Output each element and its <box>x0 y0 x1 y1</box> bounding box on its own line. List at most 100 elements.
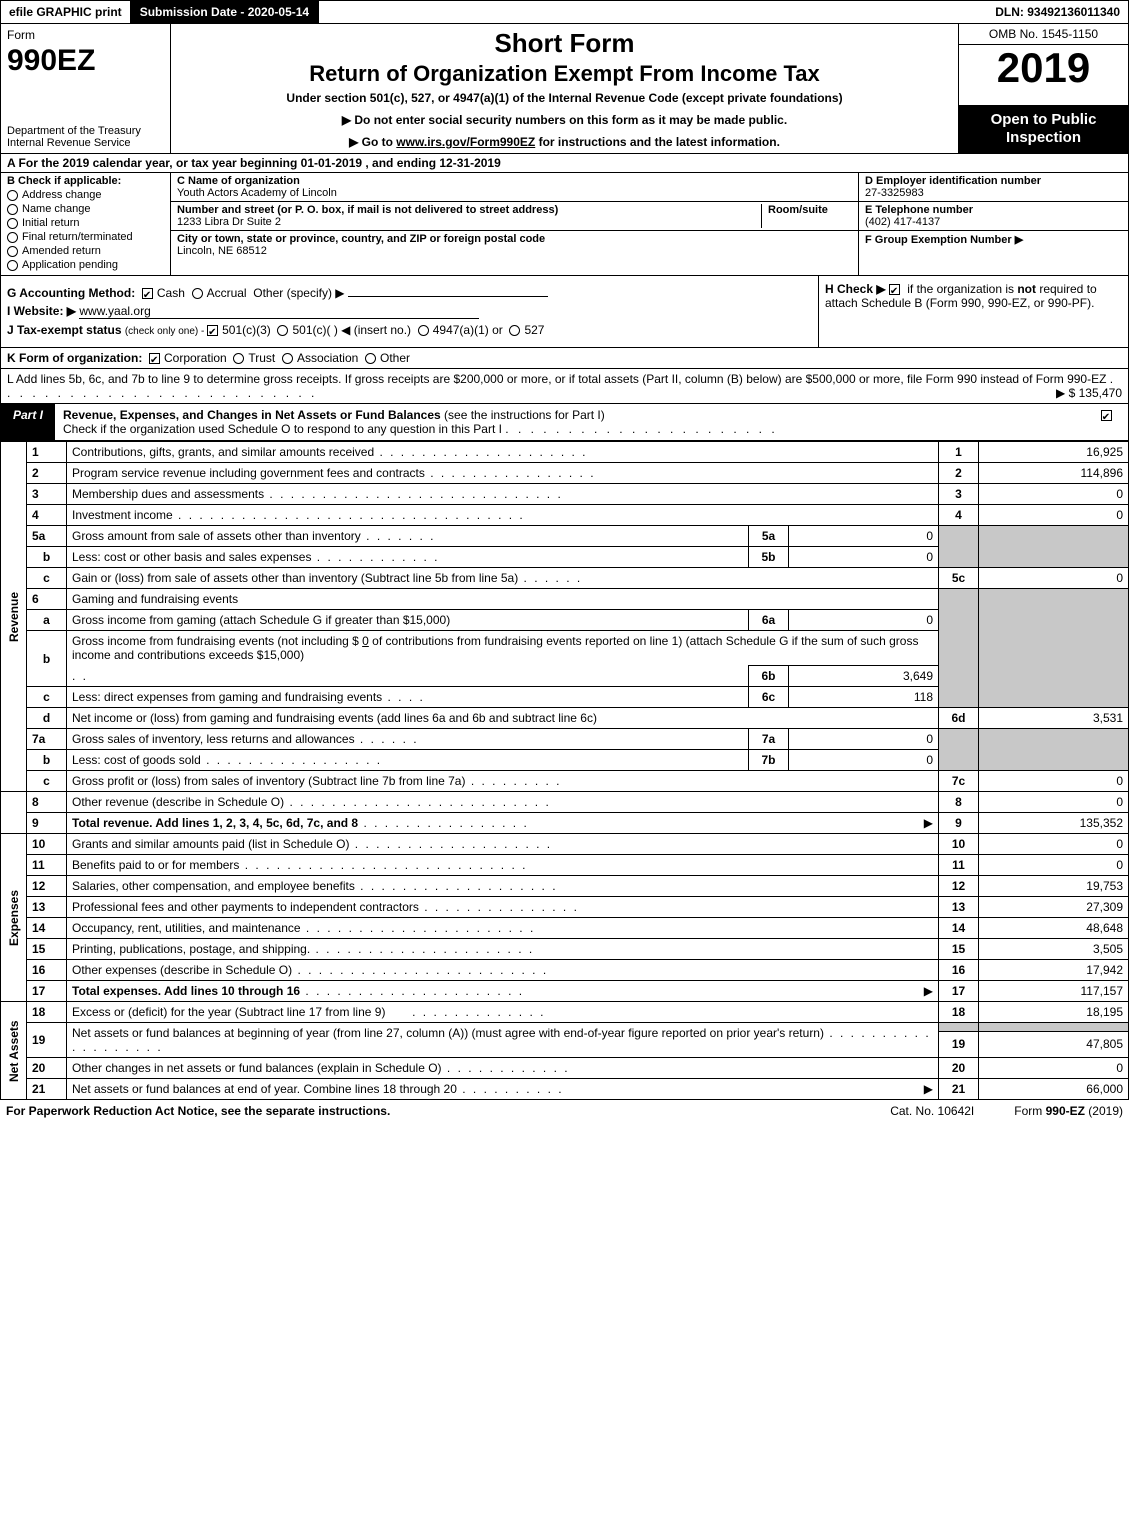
section-l: L Add lines 5b, 6c, and 7b to line 9 to … <box>0 369 1129 404</box>
expenses-side-label: Expenses <box>1 834 27 1002</box>
section-g: G Accounting Method: Cash Accrual Other … <box>7 286 812 300</box>
line-val: 0 <box>979 568 1129 589</box>
check-amended-return[interactable]: Amended return <box>7 245 164 257</box>
k-other-checkbox[interactable] <box>365 353 376 364</box>
check-initial-return[interactable]: Initial return <box>7 217 164 229</box>
line-no: b <box>27 547 67 568</box>
line-desc: Program service revenue including govern… <box>67 463 939 484</box>
k-corporation-checkbox[interactable] <box>149 353 160 364</box>
k-trust-checkbox[interactable] <box>233 353 244 364</box>
line-no: 14 <box>27 918 67 939</box>
line-desc: Excess or (deficit) for the year (Subtra… <box>67 1002 939 1023</box>
line-no: a <box>27 610 67 631</box>
part1-schedule-o-check[interactable] <box>1088 404 1128 440</box>
j-501c3-checkbox[interactable] <box>207 325 218 336</box>
line-desc: Gross amount from sale of assets other t… <box>67 526 749 547</box>
line-desc: Professional fees and other payments to … <box>67 897 939 918</box>
line-no: b <box>27 631 67 687</box>
k-association-label: Association <box>297 351 358 365</box>
line-no: c <box>27 687 67 708</box>
table-row: 2 Program service revenue including gove… <box>1 463 1129 484</box>
header-center: Short Form Return of Organization Exempt… <box>171 24 958 153</box>
section-b: B Check if applicable: Address change Na… <box>1 173 171 275</box>
check-name-change-label: Name change <box>22 203 91 215</box>
return-of-title: Return of Organization Exempt From Incom… <box>177 61 952 87</box>
phone-value: (402) 417-4137 <box>865 216 940 228</box>
line-rn: 5c <box>939 568 979 589</box>
j-501c-checkbox[interactable] <box>277 325 288 336</box>
check-application-pending[interactable]: Application pending <box>7 259 164 271</box>
line-rn: 21 <box>939 1079 979 1100</box>
table-row: 6 Gaming and fundraising events <box>1 589 1129 610</box>
check-address-change[interactable]: Address change <box>7 189 164 201</box>
row-a-tax-year: A For the 2019 calendar year, or tax yea… <box>0 154 1129 173</box>
submission-date: Submission Date - 2020-05-14 <box>130 1 319 23</box>
form-word: Form <box>7 28 164 42</box>
table-row: 7a Gross sales of inventory, less return… <box>1 729 1129 750</box>
line-desc: Net assets or fund balances at beginning… <box>67 1023 939 1058</box>
irs-link[interactable]: www.irs.gov/Form990EZ <box>396 135 535 149</box>
table-row: 8 Other revenue (describe in Schedule O)… <box>1 792 1129 813</box>
line-no: 13 <box>27 897 67 918</box>
line-no: 9 <box>27 813 67 834</box>
form-number: 990EZ <box>7 44 164 78</box>
table-row: 4 Investment income . . . . . . . . . . … <box>1 505 1129 526</box>
line-val: 0 <box>979 834 1129 855</box>
line-no: c <box>27 771 67 792</box>
table-row: 5a Gross amount from sale of assets othe… <box>1 526 1129 547</box>
h-checkbox[interactable] <box>889 284 900 295</box>
part1-checkline: Check if the organization used Schedule … <box>63 422 1080 436</box>
grey-cell <box>979 526 1129 568</box>
cash-checkbox[interactable] <box>142 288 153 299</box>
revenue-side-label-cont <box>1 792 27 834</box>
line-rn: 17 <box>939 981 979 1002</box>
check-name-change[interactable]: Name change <box>7 203 164 215</box>
line-mv: 118 <box>789 687 939 708</box>
line-desc: Gross income from gaming (attach Schedul… <box>67 610 749 631</box>
line-rn: 10 <box>939 834 979 855</box>
j-527-checkbox[interactable] <box>509 325 520 336</box>
k-association-checkbox[interactable] <box>282 353 293 364</box>
section-gij: G Accounting Method: Cash Accrual Other … <box>1 276 818 347</box>
check-final-return[interactable]: Final return/terminated <box>7 231 164 243</box>
top-bar: efile GRAPHIC print Submission Date - 20… <box>0 0 1129 24</box>
org-name-label: C Name of organization <box>177 175 300 187</box>
line-val: 66,000 <box>979 1079 1129 1100</box>
line-val: 19,753 <box>979 876 1129 897</box>
j-527-label: 527 <box>524 323 544 337</box>
part1-title: Revenue, Expenses, and Changes in Net As… <box>55 404 1088 440</box>
group-exemption-label: F Group Exemption Number ▶ <box>865 234 1023 246</box>
line-desc: Gross income from fundraising events (no… <box>67 631 939 666</box>
grey-cell <box>979 589 1129 708</box>
city-value: Lincoln, NE 68512 <box>177 245 267 257</box>
j-4947-checkbox[interactable] <box>418 325 429 336</box>
section-ghij: G Accounting Method: Cash Accrual Other … <box>0 276 1129 348</box>
line-val: 0 <box>979 1058 1129 1079</box>
dln: DLN: 93492136011340 <box>987 1 1128 23</box>
line-desc: Printing, publications, postage, and shi… <box>67 939 939 960</box>
grey-cell <box>979 1023 1129 1032</box>
table-row: c Gross profit or (loss) from sales of i… <box>1 771 1129 792</box>
line-no: 20 <box>27 1058 67 1079</box>
part1-subtitle: (see the instructions for Part I) <box>444 408 605 422</box>
table-row: 15 Printing, publications, postage, and … <box>1 939 1129 960</box>
line-val: 0 <box>979 771 1129 792</box>
line-val: 27,309 <box>979 897 1129 918</box>
other-specify-field[interactable] <box>348 296 548 297</box>
line-no: c <box>27 568 67 589</box>
tax-exempt-label: J Tax-exempt status <box>7 323 122 337</box>
line-desc: Membership dues and assessments . . . . … <box>67 484 939 505</box>
line-no: 18 <box>27 1002 67 1023</box>
website-value: www.yaal.org <box>79 304 479 319</box>
line-rn: 8 <box>939 792 979 813</box>
line-rn: 19 <box>939 1031 979 1057</box>
open-public-badge: Open to Public Inspection <box>959 105 1128 153</box>
line-desc: Total revenue. Add lines 1, 2, 3, 4, 5c,… <box>67 813 939 834</box>
line-rn: 11 <box>939 855 979 876</box>
section-def: D Employer identification number 27-3325… <box>858 173 1128 275</box>
cash-label: Cash <box>157 286 185 300</box>
j-4947-label: 4947(a)(1) or <box>433 323 503 337</box>
part1-tab: Part I <box>1 404 55 440</box>
accounting-label: G Accounting Method: <box>7 286 135 300</box>
accrual-checkbox[interactable] <box>192 288 203 299</box>
